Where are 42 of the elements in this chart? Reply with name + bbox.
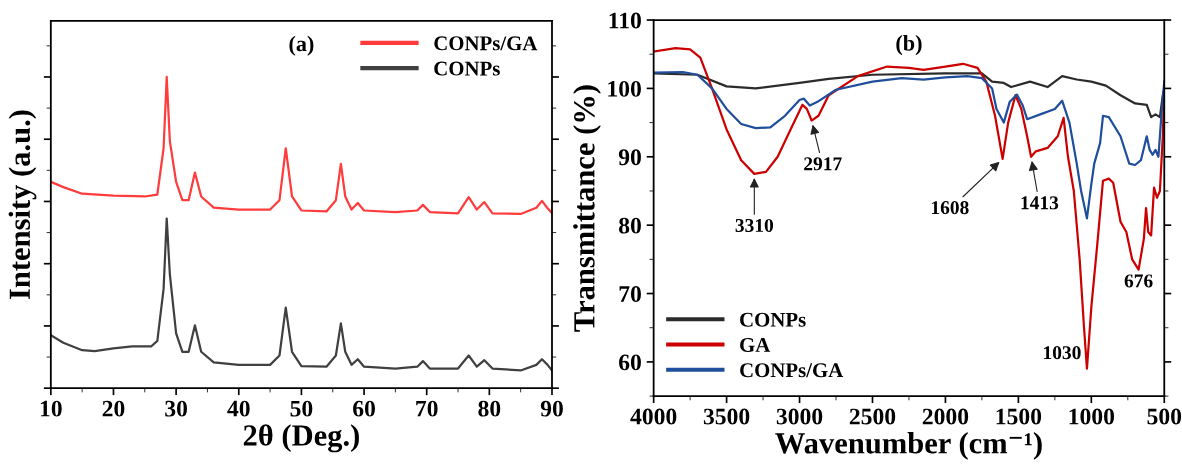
legend-label: CONPs [740, 312, 806, 327]
x-tick-label: 60 [353, 400, 375, 417]
annotation: 2917 [804, 157, 842, 171]
x-tick-label: 50 [290, 400, 313, 417]
line-series [653, 72, 1165, 119]
x-tick-label: 70 [416, 400, 438, 417]
y-tick-label: 80 [619, 217, 641, 234]
y-tick-label: 110 [609, 12, 641, 29]
annotation: 1413 [1021, 196, 1059, 210]
x-tick-label: 3500 [703, 408, 750, 425]
x-tick-label: 500 [1147, 408, 1182, 425]
x-axis-title: Wavenumber (cm⁻¹) [775, 432, 1042, 460]
annotation: 3310 [735, 218, 774, 233]
annotation: 1608 [931, 201, 969, 215]
x-tick-label: 1000 [1069, 408, 1115, 425]
y-axis-title: Intensity (a.u.) [8, 110, 37, 300]
x-tick-label: 3000 [776, 408, 823, 425]
annotation: 676 [1124, 274, 1153, 288]
legend-label: CONPs/GA [434, 36, 538, 51]
x-axis-title: 2θ (Deg.) [243, 424, 359, 453]
x-tick-label: 80 [478, 400, 501, 417]
y-axis-title: Transmittance (%) [573, 85, 601, 332]
x-tick-label: 90 [540, 400, 563, 417]
x-tick-label: 20 [102, 400, 125, 417]
x-tick-label: 40 [227, 400, 250, 417]
x-tick-label: 4000 [630, 408, 677, 425]
y-tick-label: 60 [619, 354, 641, 371]
legend-label: GA [740, 338, 771, 353]
text: (b) [896, 35, 922, 56]
x-tick-label: 2500 [849, 408, 896, 425]
y-tick-label: 100 [608, 80, 641, 97]
legend-label: CONPs [434, 61, 500, 76]
x-tick-label: 10 [40, 400, 62, 417]
y-tick-label: 90 [618, 149, 641, 166]
legend-label: CONPs/GA [740, 363, 844, 378]
annotation: 1030 [1044, 346, 1081, 360]
x-tick-label: 2000 [922, 408, 969, 425]
x-tick-label: 30 [165, 400, 188, 417]
chart-title: (a) [289, 35, 314, 56]
y-tick-label: 70 [619, 286, 641, 302]
x-tick-label: 1500 [996, 408, 1042, 425]
line-series [653, 70, 1165, 220]
